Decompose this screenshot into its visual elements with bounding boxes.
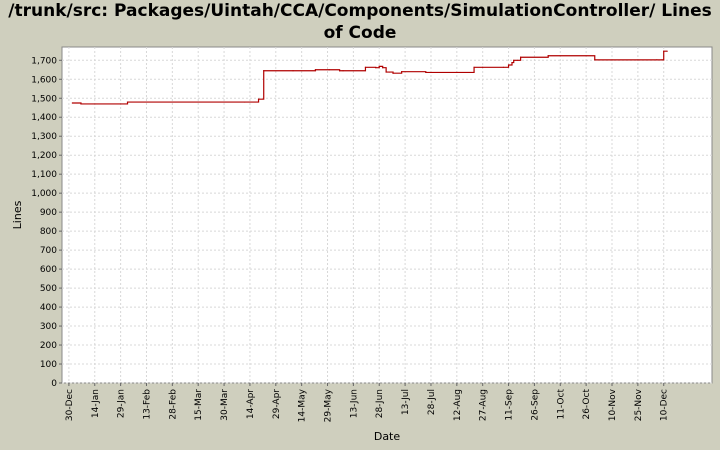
x-tick-label: 28-Jul — [427, 389, 437, 415]
x-tick-label: 14-Jan — [91, 389, 101, 418]
data-point — [516, 59, 518, 61]
data-point — [401, 71, 403, 73]
x-tick-label: 30-Mar — [220, 389, 230, 421]
x-axis-label: Date — [374, 430, 401, 443]
x-tick-label: 26-Oct — [582, 389, 592, 420]
y-tick-label: 600 — [40, 265, 57, 275]
x-tick-label: 12-Aug — [453, 389, 463, 421]
y-tick-label: 1,200 — [31, 151, 57, 161]
data-point — [482, 66, 484, 68]
data-point — [663, 50, 665, 52]
data-point — [338, 70, 341, 72]
x-tick-label: 28-Feb — [168, 389, 178, 420]
x-tick-label: 14-Apr — [246, 389, 256, 419]
data-point — [378, 65, 380, 67]
series-line — [72, 50, 668, 105]
x-tick-label: 10-Dec — [660, 389, 670, 421]
x-tick-label: 10-Nov — [608, 388, 618, 421]
data-point — [292, 70, 294, 72]
data-point — [473, 66, 475, 68]
y-tick-label: 1,100 — [31, 170, 57, 180]
data-point — [71, 102, 73, 104]
data-point — [392, 72, 394, 74]
data-point — [425, 71, 427, 74]
data-point — [547, 55, 549, 57]
x-tick-label: 29-Apr — [272, 389, 282, 419]
y-tick-label: 1,300 — [31, 132, 57, 142]
y-tick-label: 1,000 — [31, 189, 57, 199]
x-tick-label: 27-Aug — [479, 389, 489, 421]
data-point — [314, 69, 317, 71]
data-point — [594, 59, 596, 61]
x-tick-label: 11-Sep — [505, 389, 515, 421]
x-tick-label: 13-Jul — [401, 389, 411, 415]
data-point — [513, 59, 515, 61]
data-point — [263, 70, 265, 72]
x-tick-label: 11-Oct — [556, 389, 566, 420]
data-point — [375, 67, 377, 69]
x-tick-label: 14-May — [298, 388, 308, 422]
data-point — [244, 101, 246, 103]
data-point — [456, 71, 458, 74]
x-tick-label: 29-Jan — [117, 389, 127, 418]
x-tick-label: 26-Sep — [530, 389, 540, 421]
x-tick-label: 13-Jun — [349, 389, 359, 418]
y-tick-label: 300 — [40, 322, 57, 332]
data-point — [382, 67, 384, 69]
x-tick-label: 15-Mar — [194, 389, 204, 421]
data-point — [257, 98, 260, 100]
x-tick-label: 13-Feb — [142, 389, 152, 420]
data-point — [342, 70, 344, 72]
y-tick-label: 700 — [40, 246, 57, 256]
y-tick-label: 1,500 — [31, 94, 57, 104]
y-tick-label: 800 — [40, 227, 57, 237]
data-point — [502, 66, 504, 68]
data-point — [328, 69, 330, 71]
chart-title: /trunk/src: Packages/Uintah/CCA/Componen… — [8, 1, 712, 43]
data-point — [656, 59, 658, 61]
data-point — [666, 50, 668, 52]
data-point — [520, 56, 522, 58]
y-tick-label: 0 — [51, 379, 57, 389]
data-point — [80, 103, 82, 105]
data-point — [385, 71, 387, 73]
y-tick-label: 200 — [40, 341, 57, 351]
data-point — [364, 66, 367, 68]
y-tick-label: 1,600 — [31, 75, 57, 85]
y-axis-label: Lines — [11, 200, 24, 229]
data-point — [388, 71, 391, 73]
x-tick-label: 28-Jun — [375, 389, 385, 418]
y-tick-label: 400 — [40, 303, 57, 313]
y-tick-label: 100 — [40, 360, 57, 370]
x-tick-label: 30-Dec — [65, 389, 75, 421]
y-tick-label: 1,700 — [31, 56, 57, 66]
y-tick-label: 1,400 — [31, 113, 57, 123]
plot-background — [61, 46, 713, 384]
y-tick-label: 900 — [40, 208, 57, 218]
y-tick-label: 500 — [40, 284, 57, 294]
data-point — [661, 59, 663, 61]
x-tick-label: 25-Nov — [634, 388, 644, 421]
data-point — [126, 101, 129, 103]
data-point — [511, 61, 513, 64]
data-point — [507, 64, 510, 66]
x-tick-label: 29-May — [324, 388, 334, 422]
